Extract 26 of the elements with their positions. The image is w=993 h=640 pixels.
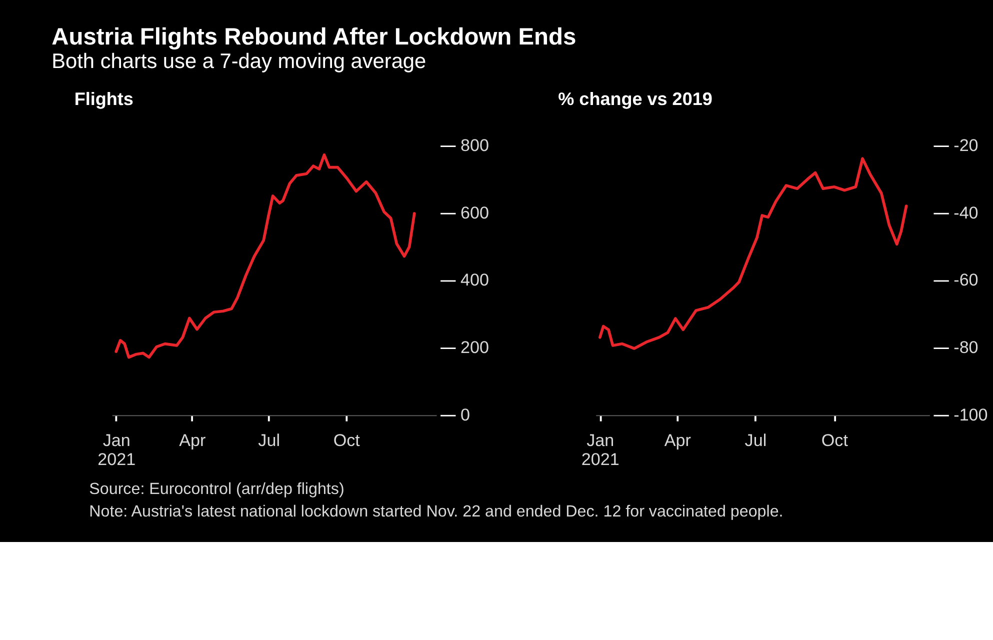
- y-tick-label: 200: [460, 338, 489, 358]
- y-tick-label: 400: [460, 270, 489, 290]
- y-tick-label: 800: [460, 136, 489, 156]
- chart-subtitle: Both charts use a 7-day moving average: [52, 50, 426, 74]
- y-tick-label: 0: [460, 405, 470, 424]
- x-tick-label: Oct: [333, 430, 360, 450]
- line-series: [114, 153, 416, 359]
- y-axis-title: % change vs 2019: [558, 89, 712, 110]
- x-tick-label: Jul: [258, 430, 280, 450]
- y-tick-label: 600: [460, 203, 489, 222]
- x-tick-label: Jan 2021: [98, 430, 136, 469]
- y-tick-label: -60: [954, 270, 978, 290]
- x-tick-label: Jul: [744, 430, 767, 450]
- x-tick-label: Oct: [821, 430, 848, 450]
- chart-title: Austria Flights Rebound After Lockdown Ends: [52, 24, 576, 50]
- y-tick-label: -100: [954, 405, 988, 424]
- y-tick-label: -80: [954, 338, 978, 358]
- source-note: Source: Eurocontrol (arr/dep flights): [89, 480, 344, 498]
- x-tick-label: Apr: [179, 430, 206, 450]
- text: Note: Austria's latest national lockdown started Nov. 22 and ended Dec. 12 for vaccinated people.: [89, 502, 784, 521]
- y-tick-label: -40: [954, 203, 978, 222]
- x-tick-label: Apr: [664, 430, 692, 450]
- y-tick-label: -20: [954, 136, 978, 156]
- line-series: [598, 157, 908, 350]
- x-tick-label: Jan 2021: [581, 430, 620, 469]
- y-axis-title: Flights: [74, 89, 134, 110]
